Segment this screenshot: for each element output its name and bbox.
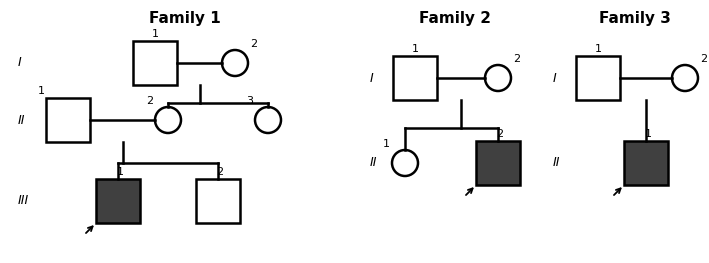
Text: 2: 2 [216, 167, 223, 177]
Circle shape [672, 65, 698, 91]
Text: Family 3: Family 3 [599, 11, 671, 26]
Bar [624, 141, 668, 185]
Text: Family 1: Family 1 [149, 11, 221, 26]
Bar [476, 141, 520, 185]
Bar [576, 56, 620, 100]
Circle shape [255, 107, 281, 133]
Circle shape [485, 65, 511, 91]
Bar [46, 98, 90, 142]
Text: 1: 1 [644, 129, 652, 139]
Text: 2: 2 [496, 129, 503, 139]
Text: I: I [370, 72, 374, 84]
Text: 1: 1 [411, 44, 418, 54]
Text: 1: 1 [38, 86, 45, 96]
Text: 3: 3 [246, 96, 253, 106]
Text: I: I [553, 72, 557, 84]
Circle shape [222, 50, 248, 76]
Text: II: II [18, 114, 26, 127]
Bar [96, 179, 140, 223]
Text: 2: 2 [250, 39, 257, 49]
Circle shape [155, 107, 181, 133]
Bar [133, 41, 177, 85]
Text: I: I [18, 57, 22, 69]
Circle shape [392, 150, 418, 176]
Text: II: II [370, 156, 377, 169]
Text: 2: 2 [700, 54, 707, 64]
Text: 1: 1 [383, 139, 390, 149]
Text: III: III [18, 195, 29, 208]
Text: 2: 2 [146, 96, 153, 106]
Bar [196, 179, 240, 223]
Text: II: II [553, 156, 561, 169]
Text: 1: 1 [595, 44, 601, 54]
Text: Family 2: Family 2 [419, 11, 491, 26]
Text: 1: 1 [116, 167, 123, 177]
Text: 2: 2 [513, 54, 520, 64]
Bar [393, 56, 437, 100]
Text: 1: 1 [152, 29, 159, 39]
